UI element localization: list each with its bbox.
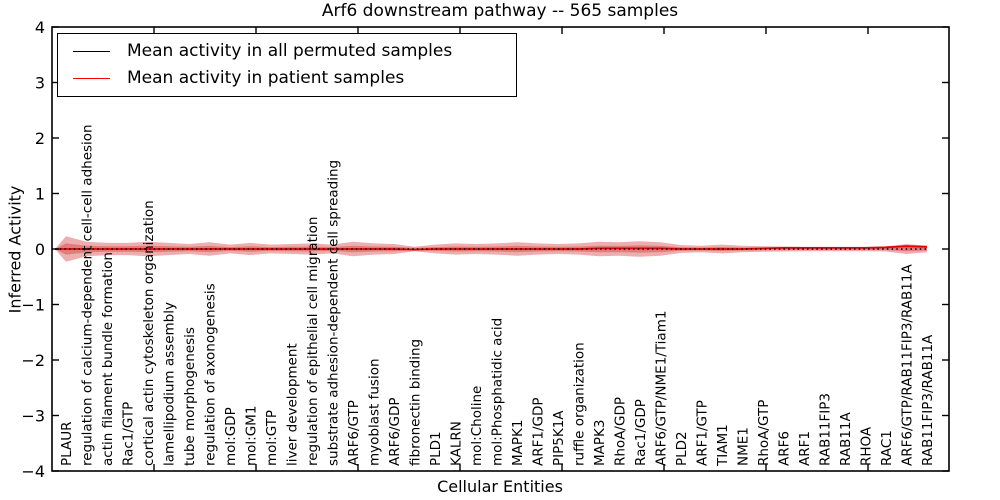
x-tick-label: PLD1 [428,431,444,466]
x-tick-label: NME1 [736,427,752,466]
chart-title: Arf6 downstream pathway -- 565 samples [321,1,679,21]
x-tick-label: regulation of axonogenesis [203,283,219,466]
patient-line-swatch [73,78,110,80]
x-tick-label: RAC1 [879,430,895,466]
y-tick-label: −4 [21,462,45,481]
x-tick-label: KALRN [449,421,465,466]
x-tick-label: mol:GTP [264,410,280,466]
legend-label-patient: Mean activity in patient samples [127,68,405,89]
x-tick-label: myoblast fusion [367,358,383,466]
x-tick-label: regulation of epithelial cell migration [305,217,321,466]
x-tick-label: PIP5K1A [551,410,567,466]
x-tick-label: ARF6/GDP [387,397,403,466]
x-tick-label: cortical actin cytoskeleton organization [141,200,157,466]
legend-item-permuted: Mean activity in all permuted samples [58,41,516,62]
x-tick-label: mol:Choline [469,386,485,466]
x-tick-label: RAB11FIP3/RAB11A [920,334,936,466]
x-tick-label: RHOA [859,426,875,466]
x-tick-label: liver development [285,343,301,466]
x-tick-label: ruffle organization [572,342,588,466]
x-tick-label: ARF6/GTP/RAB11FIP3/RAB11A [900,264,916,466]
x-tick-label: ARF6 [777,431,793,466]
y-tick-label: −3 [21,407,45,426]
x-tick-label: RAB11FIP3 [818,393,834,466]
x-tick-label: ARF6/GTP [346,400,362,466]
x-tick-label: lamellipodium assembly [162,302,178,466]
legend-label-permuted: Mean activity in all permuted samples [127,40,453,61]
x-tick-label: actin filament bundle formation [100,252,116,466]
x-tick-label: TIAM1 [715,424,731,467]
x-axis-label: Cellular Entities [437,477,563,496]
y-tick-label: 1 [35,185,45,204]
legend: Mean activity in all permuted samples Me… [57,33,517,97]
x-tick-label: PLAUR [59,422,75,466]
x-tick-label: RAB11A [838,411,854,466]
x-tick-label: fibronectin binding [408,339,424,466]
x-tick-label: Rac1/GDP [633,399,649,466]
y-tick-label: 3 [35,74,45,93]
x-tick-label: Rac1/GTP [121,402,137,466]
x-tick-label: RhoA/GDP [613,397,629,466]
x-tick-label: ARF1 [797,431,813,466]
y-tick-label: −2 [21,351,45,370]
x-tick-label: MAPK3 [592,420,608,466]
x-tick-label: PLD2 [674,431,690,466]
x-tick-label: substrate adhesion-dependent cell spread… [326,160,342,466]
x-tick-label: MAPK1 [510,420,526,466]
x-tick-label: ARF6/GTP/NME1/Tiam1 [654,311,670,466]
y-tick-label: −1 [21,296,45,315]
y-tick-label: 0 [35,240,45,259]
x-tick-label: tube morphogenesis [182,327,198,466]
permuted-line-swatch [73,50,110,52]
x-tick-label: mol:GDP [223,407,239,466]
y-tick-label: 2 [35,129,45,148]
x-tick-label: RhoA/GTP [756,400,772,466]
x-tick-label: regulation of calcium-dependent cell-cel… [80,124,96,466]
x-tick-label: ARF1/GDP [531,397,547,466]
y-tick-label: 4 [35,18,45,37]
x-tick-label: mol:Phosphatidic acid [490,318,506,466]
x-tick-label: mol:GM1 [244,406,260,466]
legend-item-patient: Mean activity in patient samples [58,68,516,89]
x-tick-label: ARF1/GTP [695,400,711,466]
